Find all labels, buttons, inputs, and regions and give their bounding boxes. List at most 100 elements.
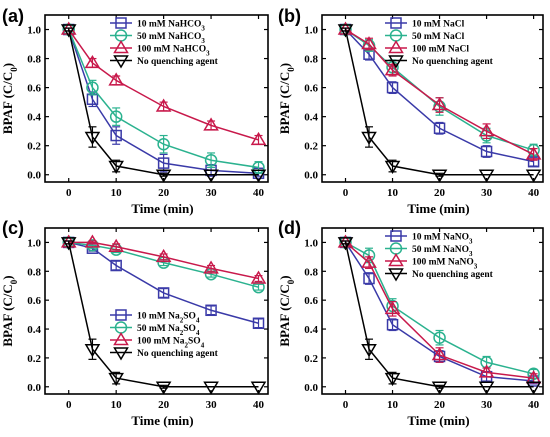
data-point	[478, 364, 495, 378]
series-line	[68, 29, 259, 141]
data-point	[84, 131, 101, 145]
legend-label-main: 10 mM NaNO	[412, 233, 469, 243]
legend-marker	[113, 347, 129, 361]
series-3	[60, 24, 267, 183]
series-line	[67, 29, 259, 176]
data-point	[108, 372, 124, 387]
legend-label-sub2: 4	[196, 317, 200, 325]
series-2	[337, 21, 542, 161]
legend-label-sub: 3	[206, 50, 210, 58]
data-point	[525, 169, 542, 183]
legend-label-sub: 3	[201, 25, 205, 33]
y-tick-label: 0.8	[304, 54, 318, 66]
series-line	[68, 241, 259, 288]
y-tick-label: 1.0	[27, 237, 41, 249]
legend-label-main: 50 mM NaNO	[412, 245, 469, 255]
x-tick-label: 30	[481, 399, 493, 411]
y-axis-title-main: BPAF (C/C	[277, 284, 292, 346]
series-1	[62, 23, 265, 174]
data-point	[203, 260, 219, 274]
legend-label: No quenching agent	[412, 270, 494, 280]
y-axis-title-sub: 0	[9, 279, 19, 284]
x-axis-title: Time (min)	[407, 201, 469, 216]
data-point	[155, 98, 172, 112]
series-1	[62, 236, 265, 294]
y-axis-title: BPAF (C/C0)	[277, 275, 296, 346]
data-point	[431, 347, 448, 361]
series-3	[60, 237, 267, 395]
y-axis-title: BPAF (C/C0)	[0, 275, 19, 346]
chart-panel-b: 0.0 0.2 0.4 0.6 0.8 1.0 0 10 20 30 40 Time (min) BPA…	[277, 6, 544, 216]
legend-label: 100 mM NaNO3	[412, 258, 478, 271]
x-tick-label: 40	[528, 187, 540, 199]
series-2	[337, 234, 542, 384]
legend-label-tail: SO	[183, 324, 196, 334]
data-point	[84, 234, 101, 248]
data-point	[384, 372, 401, 387]
x-axis-title: Time (min)	[131, 413, 193, 428]
data-point	[250, 381, 267, 395]
legend-marker	[113, 55, 129, 69]
legend-label: No quenching agent	[137, 57, 219, 67]
y-axis-title-sub: 0	[9, 67, 19, 72]
y-tick-label: 0.2	[304, 353, 318, 365]
legend-label: No quenching agent	[137, 349, 219, 359]
y-tick-label: 0.0	[27, 382, 41, 394]
data-point	[60, 24, 77, 38]
x-tick-label: 10	[111, 187, 123, 199]
series-line	[345, 28, 534, 156]
data-point	[478, 381, 495, 395]
data-point	[433, 331, 446, 344]
x-axis-title: Time (min)	[407, 413, 469, 428]
data-point	[250, 131, 267, 146]
legend-label: 50 mM Na2SO4	[137, 324, 200, 337]
legend-label-main: 50 mM Na	[137, 324, 180, 334]
data-point	[525, 146, 542, 160]
y-tick-label: 0.4	[304, 324, 318, 336]
x-axis-title: Time (min)	[131, 201, 193, 216]
data-point	[384, 160, 401, 175]
data-point	[431, 169, 448, 183]
series-line	[344, 242, 534, 388]
legend-marker	[388, 40, 404, 54]
y-axis-title-main: BPAF (C/C	[0, 72, 15, 134]
legend-label-sub: 3	[201, 37, 205, 45]
y-tick-label: 0.6	[304, 83, 318, 95]
x-tick-label: 30	[481, 187, 493, 199]
legend-label: 10 mM NaCl	[412, 20, 465, 30]
data-point	[203, 117, 219, 131]
data-point	[386, 81, 399, 94]
x-tick-label: 40	[528, 399, 540, 411]
y-tick-label: 0.2	[27, 353, 41, 365]
data-point	[108, 160, 124, 175]
x-tick-label: 0	[66, 187, 72, 199]
y-tick-label: 1.0	[27, 25, 41, 37]
series-line	[345, 241, 534, 379]
legend-label-main: 10 mM NaCl	[412, 20, 465, 30]
y-axis-title-main: BPAF (C/C	[0, 284, 15, 346]
data-point	[110, 259, 122, 272]
data-point	[108, 238, 124, 253]
x-tick-label: 20	[434, 399, 446, 411]
x-tick-label: 20	[158, 399, 170, 411]
legend-label: 10 mM NaHCO3	[137, 20, 205, 33]
data-point	[361, 36, 377, 50]
x-tick-label: 30	[206, 187, 218, 199]
data-point	[386, 318, 399, 331]
y-tick-label: 0.6	[27, 295, 41, 307]
y-tick-label: 0.8	[304, 266, 318, 278]
legend-label: 10 mM NaNO3	[412, 233, 473, 246]
y-tick-label: 0.2	[304, 141, 318, 153]
series-3	[337, 24, 542, 183]
data-point	[203, 381, 219, 395]
legend-label: 100 mM NaHCO3	[137, 45, 210, 58]
legend-marker	[390, 17, 402, 29]
plot-frame	[321, 227, 544, 395]
legend-label-sub: 3	[469, 238, 473, 246]
y-axis-title-end: )	[277, 63, 292, 67]
data-point	[361, 131, 377, 145]
